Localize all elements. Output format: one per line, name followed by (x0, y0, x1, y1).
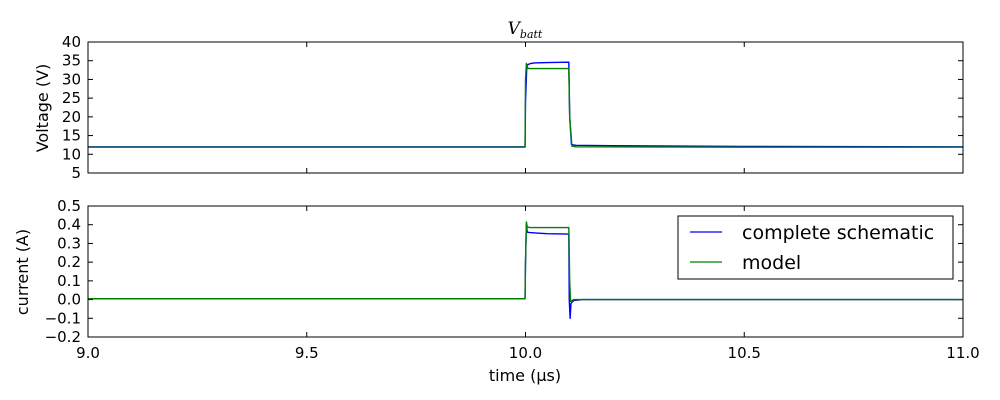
x-tick-label: 9.0 (76, 344, 100, 362)
voltage-title: Vbatt (508, 19, 543, 41)
x-tick-label: 10.5 (728, 344, 761, 362)
legend-label-complete-schematic: complete schematic (742, 222, 934, 244)
current-y-tick-label: −0.2 (45, 328, 81, 346)
current-y-axis-label: current (A) (13, 229, 32, 315)
voltage-y-tick-label: 10 (62, 145, 81, 163)
voltage-y-tick-label: 15 (62, 127, 81, 145)
voltage-y-tick-label: 40 (62, 33, 81, 51)
legend-box (677, 215, 954, 280)
legend: complete schematic model (677, 215, 954, 280)
current-y-tick-label: 0.2 (57, 253, 81, 271)
x-axis-label: time (µs) (489, 366, 561, 385)
x-tick-label: 9.5 (295, 344, 319, 362)
voltage-y-tick-label: 35 (62, 52, 81, 70)
current-y-tick-label: 0.3 (57, 234, 81, 252)
current-y-tick-label: 0.4 (57, 216, 81, 234)
voltage-y-tick-label: 20 (62, 108, 81, 126)
legend-label-model: model (742, 252, 801, 274)
x-tick-label: 10.0 (509, 344, 542, 362)
current-y-tick-label: 0.5 (57, 197, 81, 215)
voltage-plot-frame (87, 41, 964, 174)
current-plot-frame (87, 205, 964, 338)
current-series (88, 221, 963, 319)
voltage-series (88, 61, 964, 148)
voltage-y-tick-label: 25 (62, 89, 81, 107)
voltage-y-axis-label: Voltage (V) (33, 64, 52, 153)
voltage-y-tick-label: 30 (62, 70, 81, 88)
current-y-tick-label: 0.1 (57, 272, 81, 290)
current-y-tick-label: −0.1 (45, 309, 81, 327)
current-series-model (88, 221, 963, 303)
voltage-y-tick-label: 5 (71, 164, 81, 182)
current-panel: −0.2−0.10.00.10.20.30.40.5 9.0 9.5 10.0 10.5… (13, 197, 980, 385)
x-tick-label: 11.0 (946, 344, 979, 362)
voltage-title-subscript: batt (520, 28, 543, 41)
voltage-series-model (88, 62, 963, 148)
current-y-tick-label: 0.0 (57, 291, 81, 309)
current-ticks: −0.2−0.10.00.10.20.30.40.5 9.0 9.5 10.0 10.5… (45, 197, 980, 362)
